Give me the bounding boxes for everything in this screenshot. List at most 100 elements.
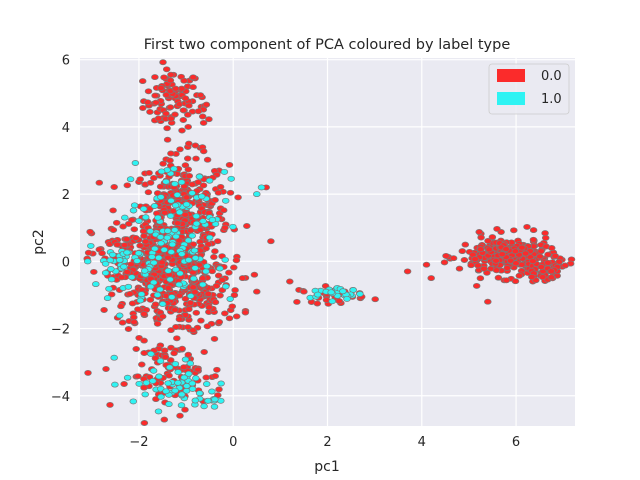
data-point [129,207,138,214]
legend-label-1: 1.0 [541,92,562,107]
data-point [211,373,219,380]
data-point [124,283,133,290]
data-point [177,179,186,186]
data-point [502,277,511,284]
data-point [213,238,222,245]
data-point [173,191,182,198]
data-point [148,253,156,260]
data-point [130,319,138,326]
data-point [170,165,178,172]
data-point [492,257,500,264]
data-point [502,246,510,252]
data-point [472,282,481,289]
data-point [167,197,175,204]
data-point [467,262,475,269]
data-point [217,380,225,387]
data-point [101,269,110,276]
data-point [184,111,192,118]
data-point [162,66,171,73]
data-point [208,388,216,395]
data-point [449,255,458,262]
data-point [510,227,518,234]
data-point [203,156,212,163]
data-point [133,257,141,264]
data-point [214,189,223,196]
data-point [184,123,192,130]
data-point [166,77,175,84]
data-point [92,281,100,288]
data-point [174,379,182,386]
x-tick-label: −2 [129,435,148,450]
data-point [221,197,230,204]
data-point [117,303,125,310]
data-point [191,255,200,261]
data-point [231,287,239,294]
data-point [123,182,132,189]
data-point [518,244,526,251]
data-point [161,354,170,361]
data-point [159,160,167,167]
data-point [171,227,179,234]
data-point [95,179,104,186]
data-point [109,207,117,214]
data-point [162,110,170,117]
legend: 0.0 1.0 [488,63,570,115]
data-point [205,304,213,311]
legend-swatch-1 [497,92,525,105]
data-point [216,292,224,299]
data-point [146,108,154,115]
data-point [181,406,189,413]
data-point [480,265,488,272]
data-point [166,212,175,219]
data-point [227,175,235,182]
data-point [184,324,192,331]
data-point [181,356,190,363]
data-point [498,251,506,258]
data-point [234,194,242,201]
data-point [132,346,140,352]
data-point [458,248,467,255]
x-tick-label: 2 [323,435,331,450]
data-point [356,291,364,297]
data-point [529,227,538,234]
data-point [115,312,124,319]
data-point [196,92,205,99]
data-point [131,160,140,166]
data-point [200,349,208,355]
data-point [192,309,201,316]
data-point [185,172,194,179]
data-point [422,261,431,268]
data-point [87,242,95,249]
data-point [151,92,159,99]
data-point [115,257,124,264]
data-point [151,355,160,362]
data-point [195,390,204,397]
data-point [547,274,556,281]
data-point [139,105,147,111]
data-point [455,265,464,272]
data-point [141,391,149,398]
data-point [253,191,261,198]
data-point [172,324,180,330]
data-point [156,286,164,293]
data-point [541,230,549,237]
data-point [163,227,172,234]
data-point [267,238,275,245]
data-point [226,296,234,302]
data-point [216,183,225,190]
data-point [191,142,200,149]
data-point [180,374,188,381]
data-point [232,257,241,264]
data-point [475,229,483,235]
data-point [137,291,146,298]
data-point [215,386,223,393]
data-point [173,220,182,227]
data-point [216,265,224,272]
data-point [328,298,336,305]
data-point [151,74,159,81]
data-point [123,269,131,276]
data-point [512,260,520,267]
data-point [515,272,524,279]
data-point [146,296,155,303]
data-point [371,296,379,303]
